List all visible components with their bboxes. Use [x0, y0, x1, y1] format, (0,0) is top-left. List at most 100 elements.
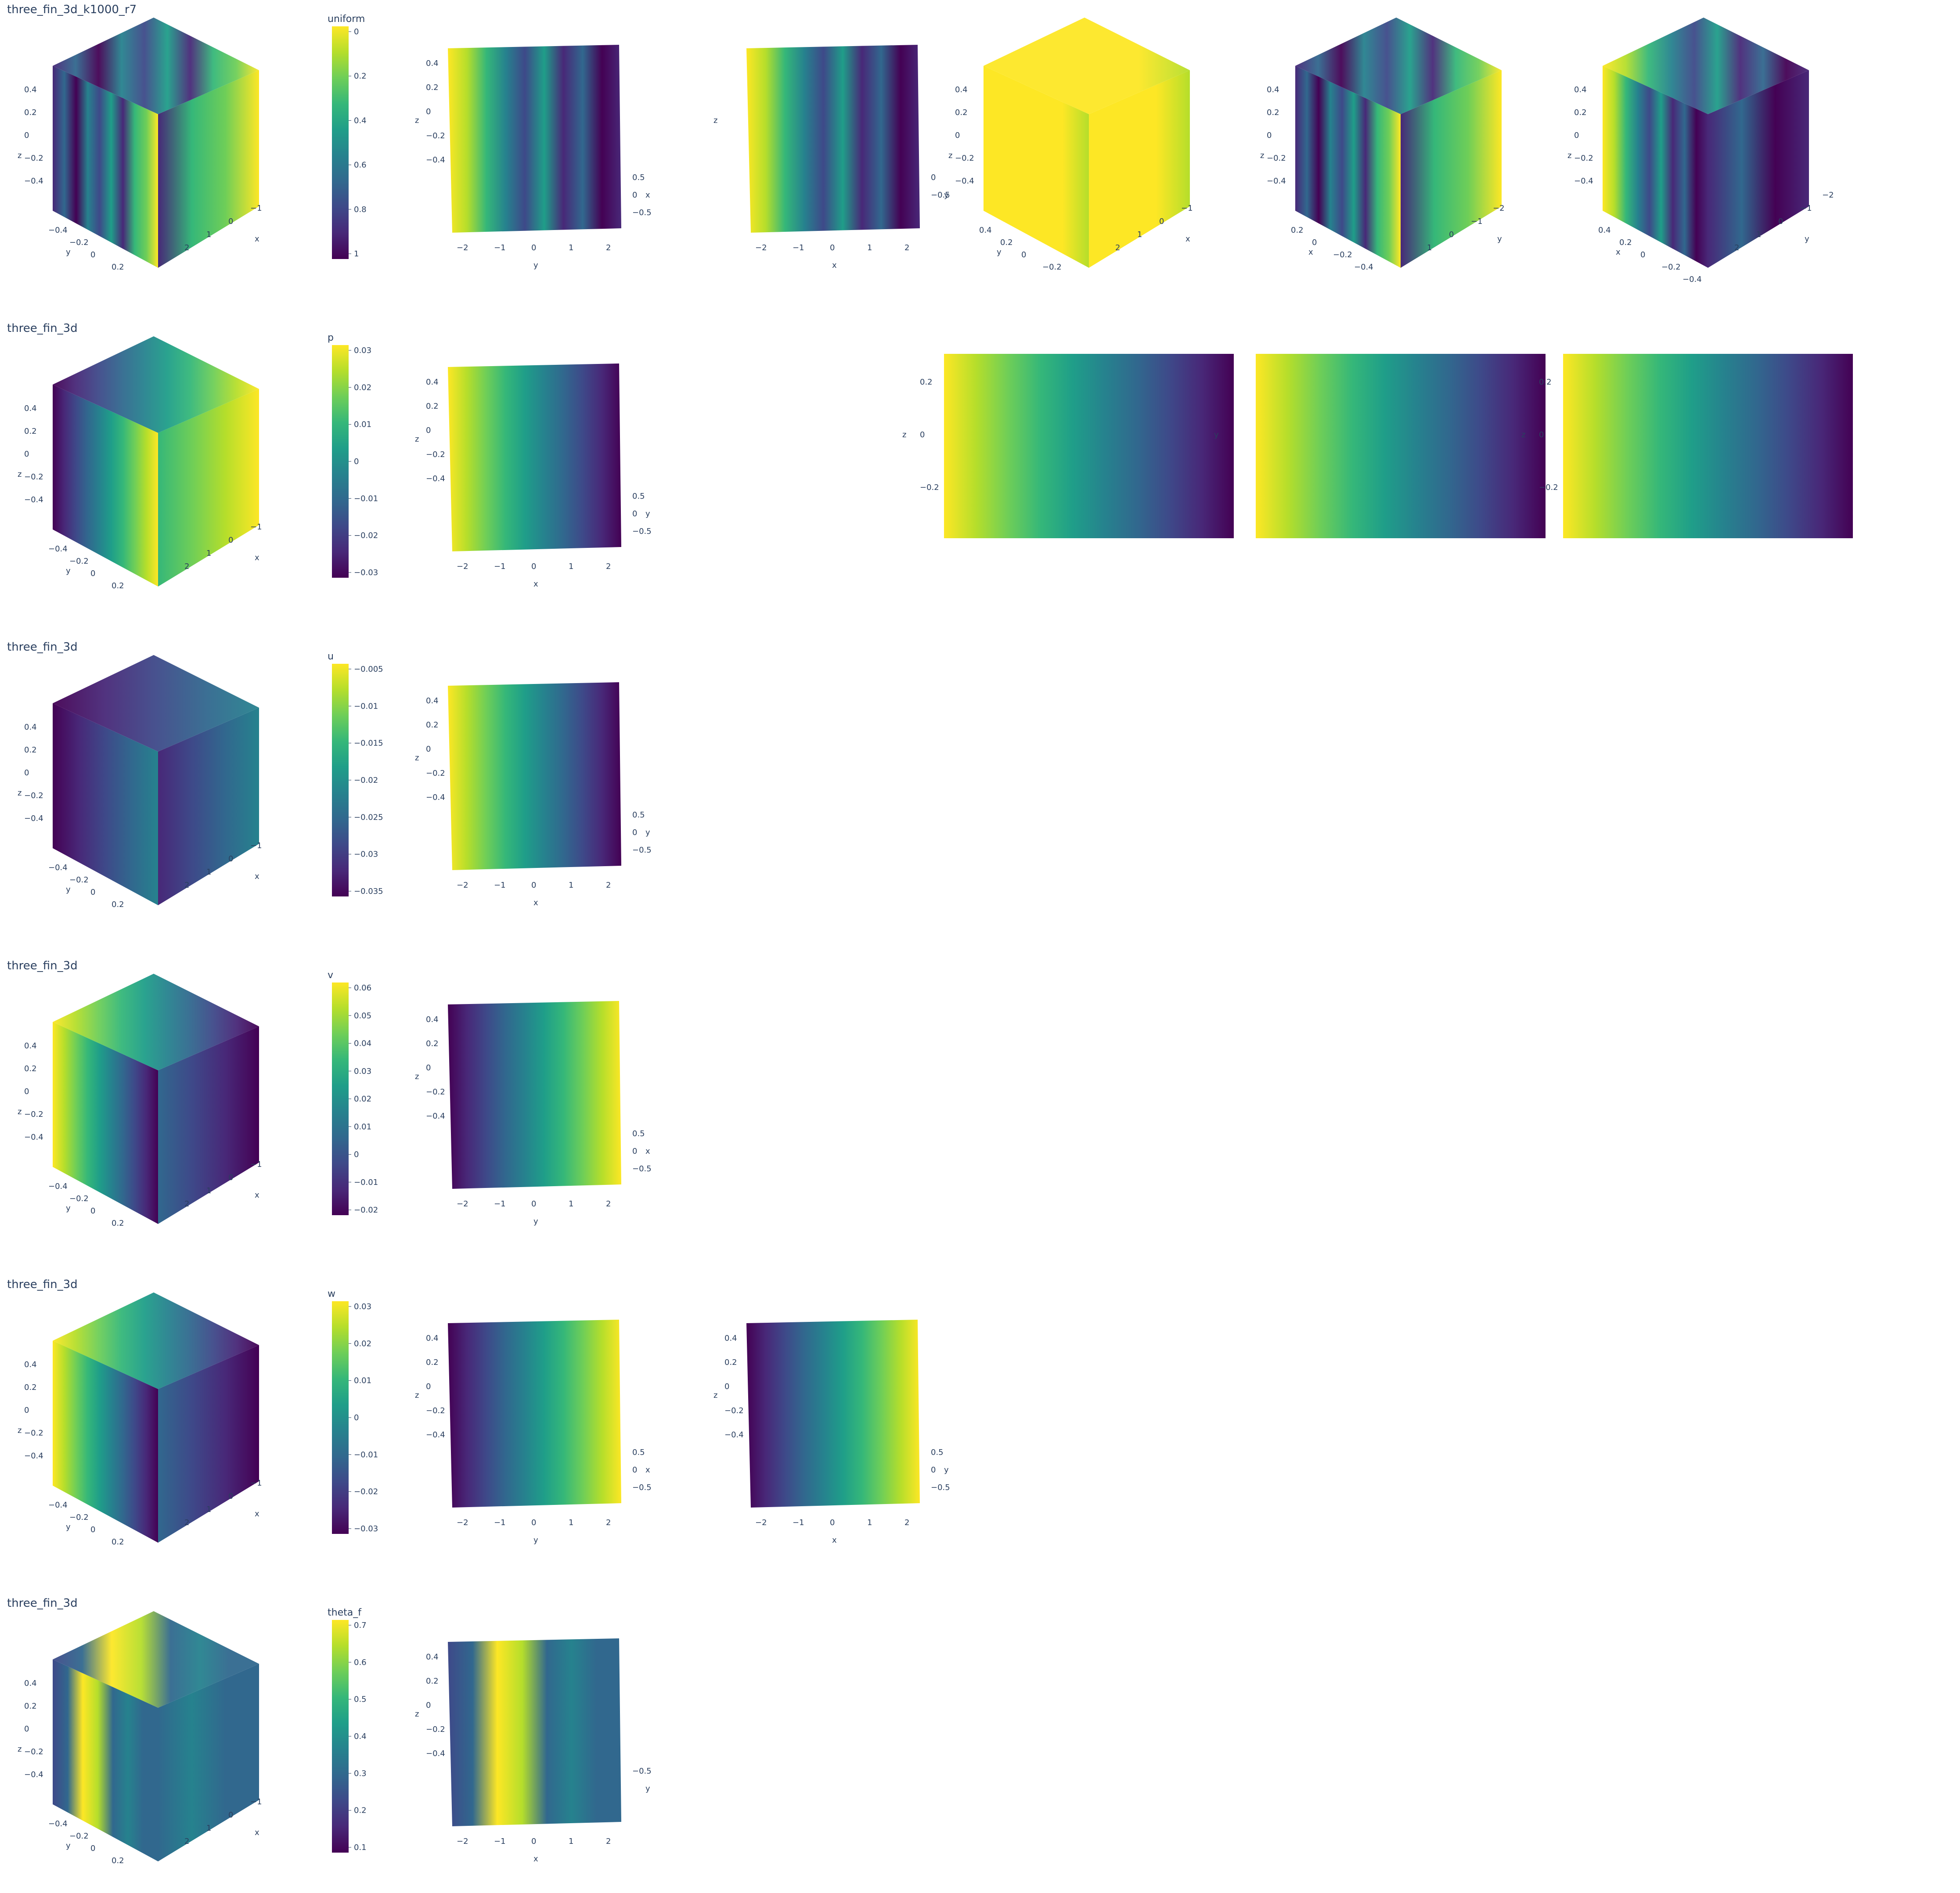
- z-tick-label: −0.4: [426, 1112, 445, 1121]
- axis-title: x: [255, 1509, 259, 1519]
- axis-title: z: [713, 1391, 717, 1400]
- z-tick-label: 0.4: [24, 1041, 37, 1051]
- z-tick-label: 0.4: [1267, 85, 1279, 94]
- colorbar-tick-label: 0: [354, 27, 359, 36]
- scene-view-2[interactable]: 0.4 0.2 0 −0.2 −0.4 0.5 0 −0.5 −2 −1 0 1 2 z y x: [415, 363, 652, 589]
- axis-tick-label: −0.4: [48, 544, 68, 554]
- z-tick-label: −0.2: [955, 154, 974, 163]
- axis-title: y: [533, 1536, 538, 1545]
- colorbar-gradient: [332, 1620, 349, 1853]
- axis-title: y: [66, 566, 71, 576]
- row-title: three_fin_3d: [7, 1597, 78, 1610]
- cube-face-front: [1603, 66, 1708, 268]
- z-tick-label: −0.4: [426, 155, 445, 165]
- axis-title: z: [1567, 151, 1571, 160]
- z-tick-label: −0.2: [24, 154, 43, 163]
- axis-title: y: [66, 885, 71, 894]
- scene-view-6[interactable]: 0.2 0 −0.2 z: [1521, 354, 1853, 538]
- colorbar-tick-label: 1: [354, 249, 359, 259]
- axis-tick-label: 0.5: [632, 1448, 645, 1457]
- axis-tick-label: 0.4: [979, 226, 992, 235]
- axis-title: y: [66, 1204, 71, 1213]
- z-tick-label: −0.2: [1539, 483, 1558, 492]
- z-tick-label: 0: [1574, 131, 1579, 140]
- point-cloud-projection: [1256, 354, 1546, 538]
- axis-tick-label: 0.5: [632, 173, 645, 182]
- axis-tick-label: −0.2: [69, 1513, 89, 1522]
- z-tick-label: 0.2: [1267, 108, 1279, 117]
- colorbar-tick-label: −0.035: [354, 887, 383, 896]
- x-tick-label: 0: [531, 1199, 536, 1209]
- axis-tick-label: 2: [1115, 243, 1120, 252]
- z-tick-label: 0.4: [24, 1360, 37, 1369]
- x-tick-label: 2: [904, 1518, 909, 1527]
- colorbar-tick-label: −0.01: [354, 1450, 378, 1459]
- scene-view-2[interactable]: 0.4 0.2 0 −0.2 −0.4 0.5 0 −0.5 −2 −1 0 1 2 z x y: [415, 1001, 652, 1226]
- scene-view-4[interactable]: 0.4 0.2 0 −0.2 −0.4 0.4 0.2 0 −0.2 2 1 0 −1 z y x: [948, 18, 1193, 272]
- x-tick-label: 0: [830, 1518, 835, 1527]
- axis-tick-label: 1: [1756, 230, 1761, 239]
- axis-title: z: [415, 1391, 419, 1400]
- scene-view-2[interactable]: 0.4 0.2 0 −0.2 −0.4 0.5 0 −0.5 −2 −1 0 1 2 z x y: [415, 45, 652, 270]
- axis-tick-label: −0.5: [632, 1164, 652, 1173]
- scene-view-5[interactable]: y: [1214, 354, 1546, 538]
- z-tick-label: −0.2: [1574, 154, 1593, 163]
- colorbar-tick-label: 0.03: [354, 1302, 371, 1311]
- axis-title: z: [415, 1072, 419, 1081]
- axis-tick-label: 0: [1159, 217, 1164, 226]
- z-tick-label: 0: [426, 1701, 431, 1710]
- x-tick-label: −1: [494, 1837, 506, 1846]
- z-tick-label: 0.2: [426, 720, 439, 730]
- scene-view-4[interactable]: 0.2 0 −0.2 z: [902, 354, 1234, 538]
- colorbar-gradient: [332, 1301, 349, 1534]
- scene-view-2[interactable]: 0.4 0.2 0 −0.2 −0.4 0.5 0 −0.5 −2 −1 0 1 2 z y x: [415, 682, 652, 907]
- z-tick-label: −0.2: [24, 1747, 43, 1756]
- axis-tick-label: 0: [632, 509, 637, 518]
- x-tick-label: −2: [457, 562, 468, 571]
- axis-title: y: [997, 248, 1002, 257]
- x-tick-label: 1: [569, 562, 573, 571]
- z-tick-label: 0.2: [426, 1358, 439, 1367]
- colorbar-tick-label: −0.03: [354, 850, 378, 859]
- axis-title: z: [948, 151, 952, 160]
- axis-title: x: [645, 1147, 650, 1156]
- scene-view-3[interactable]: 0 −0.5 −2 −1 0 1 2 z y x: [713, 45, 950, 270]
- axis-tick-label: 0: [90, 1844, 95, 1853]
- cube-face-top: [1603, 18, 1809, 114]
- axis-title: z: [713, 116, 717, 125]
- axis-tick-label: 0.2: [112, 1219, 124, 1228]
- colorbar-tick-label: 0.2: [354, 72, 367, 81]
- z-tick-label: 0: [426, 745, 431, 754]
- scene-view-2[interactable]: 0.4 0.2 0 −0.2 −0.4 −0.5 −2 −1 0 1 2 z y x: [415, 1638, 652, 1864]
- axis-tick-label: −0.2: [1042, 263, 1062, 272]
- scene-view-3[interactable]: 0.4 0.2 0 −0.2 −0.4 0.5 0 −0.5 −2 −1 0 1 2 z y x: [713, 1320, 950, 1545]
- axis-tick-label: 0: [90, 1525, 95, 1534]
- cube-face-side: [1089, 70, 1190, 268]
- axis-title: x: [255, 1191, 259, 1200]
- axis-title: x: [1308, 248, 1313, 257]
- colorbar-tick-label: −0.03: [354, 1524, 378, 1533]
- x-tick-label: 1: [867, 243, 872, 252]
- axis-tick-label: 1: [206, 230, 211, 239]
- cube-face-front: [53, 1022, 158, 1224]
- axis-tick-label: −0.4: [1354, 263, 1373, 272]
- axis-tick-label: −1: [250, 522, 262, 532]
- colorbar-tick-label: 0.8: [354, 205, 367, 214]
- colorbar-tick-label: 0.02: [354, 383, 371, 392]
- axis-title: z: [902, 430, 906, 439]
- colorbar-tick-label: −0.02: [354, 1206, 378, 1215]
- colorbar-tick-label: 0.3: [354, 1769, 367, 1778]
- axis-tick-label: −1: [250, 1479, 262, 1488]
- row-title: three_fin_3d: [7, 322, 78, 335]
- scene-view-2[interactable]: 0.4 0.2 0 −0.2 −0.4 0.5 0 −0.5 −2 −1 0 1 2 z x y: [415, 1320, 652, 1545]
- x-tick-label: −1: [494, 562, 506, 571]
- colorbar: w 0.03 0.02 0.01 0 −0.01 −0.02 −0.03: [328, 1288, 378, 1534]
